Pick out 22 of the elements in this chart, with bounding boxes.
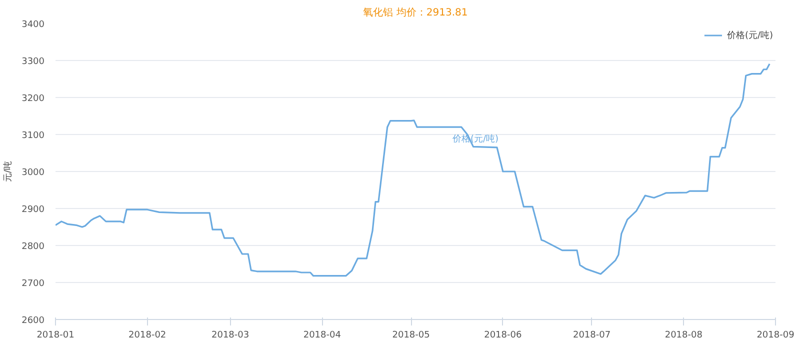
y-tick-label: 3300 [22,57,45,67]
x-tick-label: 2018-05 [392,330,430,340]
y-tick-label: 3100 [22,131,45,141]
y-tick-label: 3400 [22,20,45,30]
x-tick-label: 2018-06 [484,330,522,340]
x-tick-label: 2018-02 [128,330,166,340]
y-axis-title: 元/吨 [2,160,14,182]
y-tick-label: 2900 [22,205,45,215]
y-tick-label: 2700 [22,279,45,289]
x-tick-label: 2018-04 [303,330,342,340]
x-tick-label: 2018-03 [212,330,250,340]
y-tick-label: 2600 [22,316,45,326]
y-tick-label: 3200 [22,94,45,104]
x-tick-label: 2018-08 [664,330,703,340]
chart-title: 氧化铝 均价：2913.81 [363,6,468,18]
y-tick-label: 3000 [22,168,45,178]
x-tick-label: 2018-07 [572,330,611,340]
line-series [56,63,770,277]
x-tick-label: 2018-09 [756,330,795,340]
y-tick-label: 2800 [22,242,45,252]
x-tick-label: 2018-01 [36,330,74,340]
legend-label: 价格(元/吨) [726,30,773,42]
